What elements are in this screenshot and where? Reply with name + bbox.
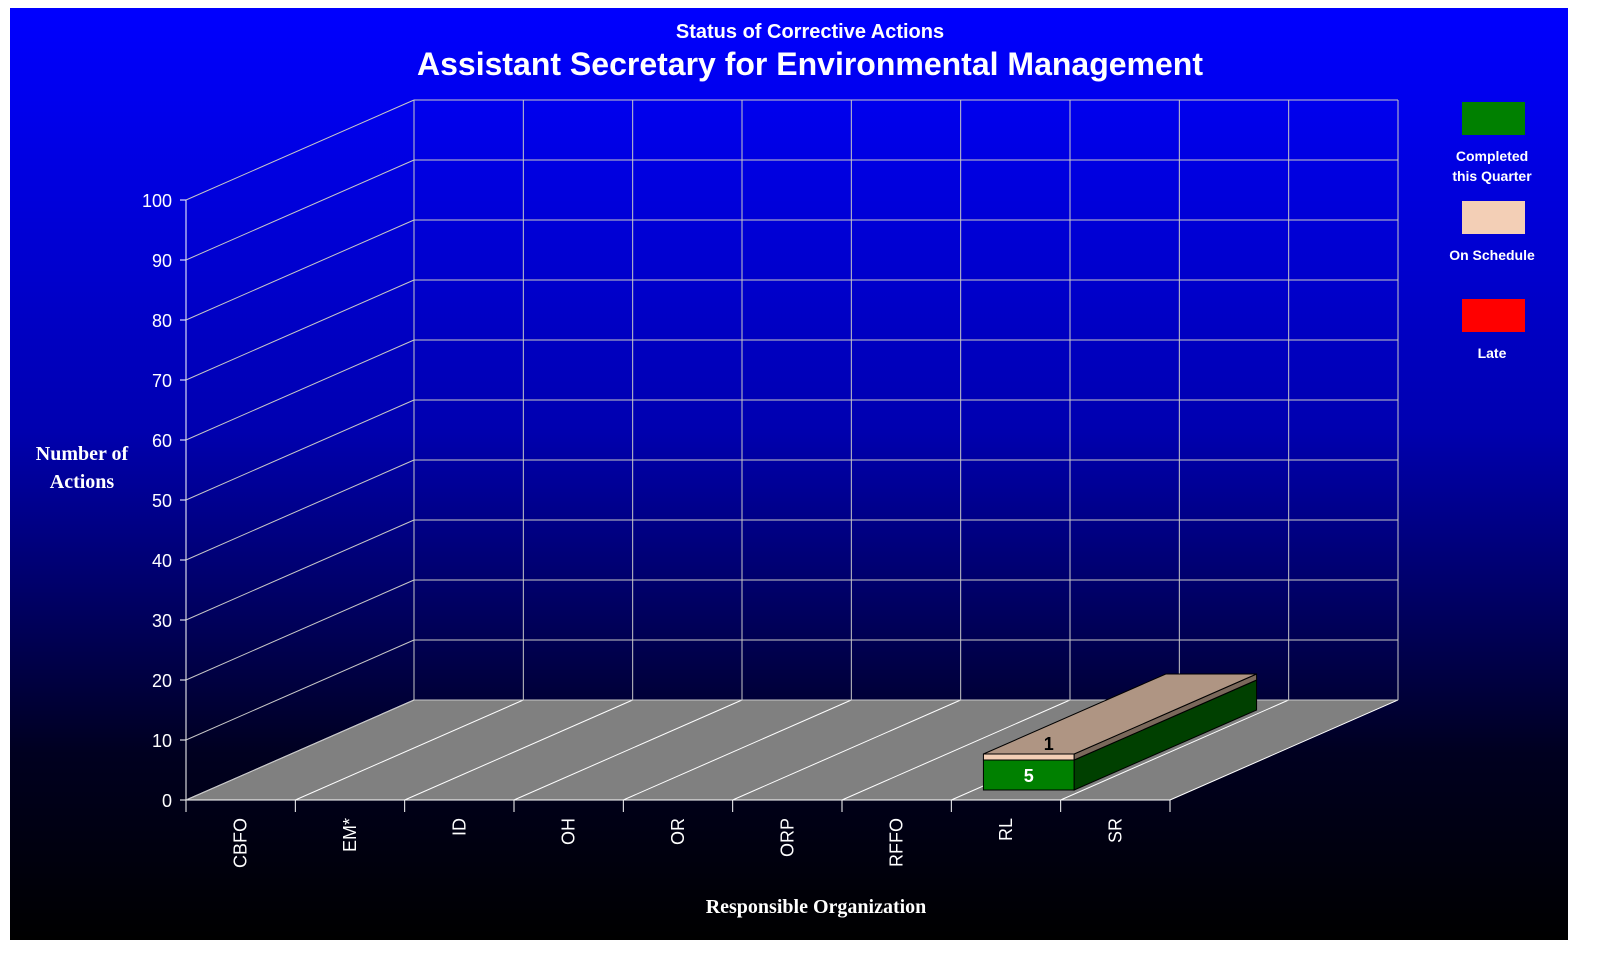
- grid-line: [185, 399, 415, 501]
- y-tick-label: 60: [152, 431, 172, 451]
- y-tick-label: 10: [152, 731, 172, 751]
- grid-line: [185, 219, 415, 321]
- floor-grid-line: [1169, 699, 1399, 801]
- grid-line: [185, 99, 415, 201]
- legend-swatch: [1462, 201, 1525, 234]
- bar-front: [982, 753, 1075, 761]
- x-tick-label: ORP: [777, 818, 797, 857]
- legend-swatch: [1462, 299, 1525, 332]
- grid-line: [185, 279, 415, 381]
- bar-front: [982, 759, 1075, 791]
- y-tick-label: 20: [152, 671, 172, 691]
- grid-line: [185, 639, 415, 741]
- bar-top: [983, 673, 1257, 755]
- floor-grid-line: [295, 699, 524, 801]
- y-tick-label: 50: [152, 491, 172, 511]
- grid-line: [185, 519, 415, 621]
- floor-grid-line: [404, 699, 633, 801]
- y-tick-label: 70: [152, 371, 172, 391]
- x-tick-label: SR: [1105, 818, 1125, 843]
- x-tick-label: ID: [449, 818, 469, 836]
- x-tick-label: RL: [996, 818, 1016, 841]
- y-tick-label: 40: [152, 551, 172, 571]
- x-axis-label: Responsible Organization: [706, 896, 927, 918]
- y-tick-label: 100: [142, 191, 172, 211]
- x-tick-label: CBFO: [231, 818, 251, 868]
- floor-grid-line: [732, 699, 961, 801]
- grid-line: [185, 459, 415, 561]
- y-tick-label: 80: [152, 311, 172, 331]
- legend-label: Completed this Quarter: [1452, 148, 1532, 184]
- x-tick-label: OH: [559, 818, 579, 845]
- floor-grid-line: [513, 699, 743, 801]
- y-axis-label: Number of Actions: [35, 443, 129, 493]
- data-label: 1: [1044, 734, 1054, 754]
- grid-line: [185, 159, 415, 261]
- floor-grid-line: [1060, 699, 1289, 801]
- x-tick-label: RFFO: [887, 818, 907, 867]
- grid-line: [185, 579, 415, 681]
- floor-grid-line: [841, 699, 1071, 801]
- y-tick-label: 0: [162, 791, 172, 811]
- x-tick-label: EM*: [340, 818, 360, 852]
- x-tick-label: OR: [668, 818, 688, 845]
- grid-line: [185, 339, 415, 441]
- y-tick-label: 90: [152, 251, 172, 271]
- legend-label: Late: [1477, 345, 1507, 361]
- chart-subtitle: Status of Corrective Actions: [676, 21, 944, 43]
- legend-label: On Schedule: [1449, 247, 1535, 263]
- y-tick-label: 30: [152, 611, 172, 631]
- legend-swatch: [1462, 102, 1525, 135]
- chart-title: Assistant Secretary for Environmental Ma…: [417, 46, 1203, 82]
- data-label: 5: [1024, 766, 1034, 786]
- floor-grid-line: [623, 699, 852, 801]
- grid-line: [185, 699, 415, 801]
